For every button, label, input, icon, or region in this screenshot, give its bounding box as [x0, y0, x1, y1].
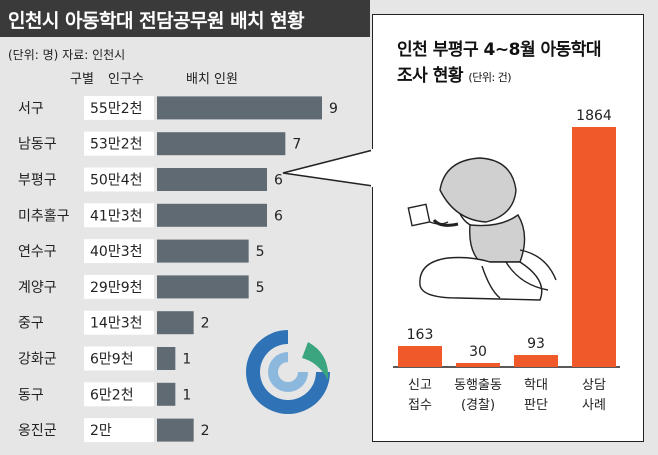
investigation-bar [572, 127, 616, 367]
district-label: 미추홀구 [18, 208, 70, 224]
population-box [84, 346, 154, 371]
district-label: 연수구 [18, 244, 57, 260]
district-label: 부평구 [18, 173, 57, 189]
population-box [84, 418, 154, 443]
district-label: 옹진군 [18, 423, 57, 439]
staff-bar [157, 96, 322, 120]
investigation-bar [398, 346, 442, 367]
staff-value-label: 2 [201, 316, 210, 332]
population-label: 55만2천 [90, 101, 142, 117]
population-box [84, 167, 154, 192]
population-label: 29만9천 [90, 280, 142, 296]
population-label: 53만2천 [90, 137, 142, 153]
investigation-value-label: 163 [407, 327, 434, 343]
investigation-bar [456, 363, 500, 367]
district-label: 계양구 [18, 280, 57, 296]
staff-bar [157, 203, 267, 227]
staff-bar [157, 418, 194, 442]
population-box [84, 203, 154, 228]
staff-value-label: 5 [256, 280, 265, 296]
district-label: 중구 [18, 316, 44, 332]
staff-value-label: 9 [329, 101, 338, 117]
staff-value-label: 6 [274, 208, 283, 224]
column-header-staff: 배치 인원 [186, 72, 238, 87]
staff-value-label: 5 [256, 244, 265, 260]
staff-bar [157, 311, 194, 335]
population-box [84, 274, 154, 299]
investigation-category-label: 동행출동 [454, 377, 502, 393]
population-box [84, 131, 154, 156]
investigation-value-label: 93 [527, 336, 545, 352]
staff-value-label: 1 [182, 352, 191, 368]
district-label: 서구 [18, 101, 44, 117]
panel-title-line2: 조사 현황 (단위: 건) [397, 61, 512, 86]
seoul-logo-icon [246, 330, 330, 414]
investigation-category-label: 접수 [408, 398, 432, 413]
staff-value-label: 6 [274, 173, 283, 189]
panel-title-line1: 인천 부평구 4~8월 아동학대 [397, 40, 602, 60]
panel-title-line2-text: 조사 현황 [397, 66, 463, 86]
staff-bar [157, 132, 286, 156]
staff-value-label: 1 [182, 387, 191, 403]
staff-bar-chart: 서구 55만2천 9 남동구 53만2천 7 부평구 50만4천 6 미추홀구 41만3천 6 연수구 4… [18, 95, 338, 443]
column-header-population: 인구수 [108, 72, 144, 87]
investigation-value-label: 1864 [576, 108, 612, 124]
investigation-category-label: 판단 [524, 398, 548, 413]
staff-bar [157, 382, 176, 406]
panel-unit-note: (단위: 건) [468, 71, 512, 84]
investigation-category-label: (경찰) [461, 398, 495, 413]
population-box [84, 310, 154, 335]
staff-bar [157, 275, 249, 299]
unit-source-note: (단위: 명) 자료: 인천시 [8, 48, 126, 62]
investigation-category-label: 학대 [524, 378, 548, 393]
district-label: 남동구 [18, 137, 57, 153]
population-label: 6만2천 [90, 387, 134, 403]
population-label: 41만3천 [90, 208, 142, 224]
population-box [84, 239, 154, 264]
population-label: 6만9천 [90, 352, 134, 368]
staff-bar [157, 347, 176, 370]
district-label: 동구 [18, 387, 44, 403]
population-label: 50만4천 [90, 173, 142, 189]
investigation-category-label: 상담 [582, 378, 606, 393]
staff-value-label: 2 [201, 423, 210, 439]
population-box [84, 382, 154, 407]
title-bar: 인천시 아동학대 전담공무원 배치 현황 [0, 0, 370, 37]
staff-bar [157, 239, 249, 263]
population-label: 2만 [90, 423, 112, 439]
page-title: 인천시 아동학대 전담공무원 배치 현황 [8, 10, 305, 32]
population-label: 40만3천 [90, 244, 142, 260]
investigation-value-label: 30 [469, 344, 487, 360]
investigation-bar [514, 355, 558, 367]
investigation-category-label: 사례 [582, 398, 606, 413]
investigation-category-label: 신고 [408, 378, 432, 393]
staff-value-label: 7 [292, 137, 301, 153]
district-label: 강화군 [18, 352, 57, 368]
population-box [84, 95, 154, 120]
population-label: 14만3천 [90, 316, 142, 332]
staff-bar [157, 168, 267, 191]
column-header-district: 구별 [70, 72, 94, 87]
child-illustration-icon [407, 157, 557, 301]
callout-pointer [282, 149, 374, 187]
